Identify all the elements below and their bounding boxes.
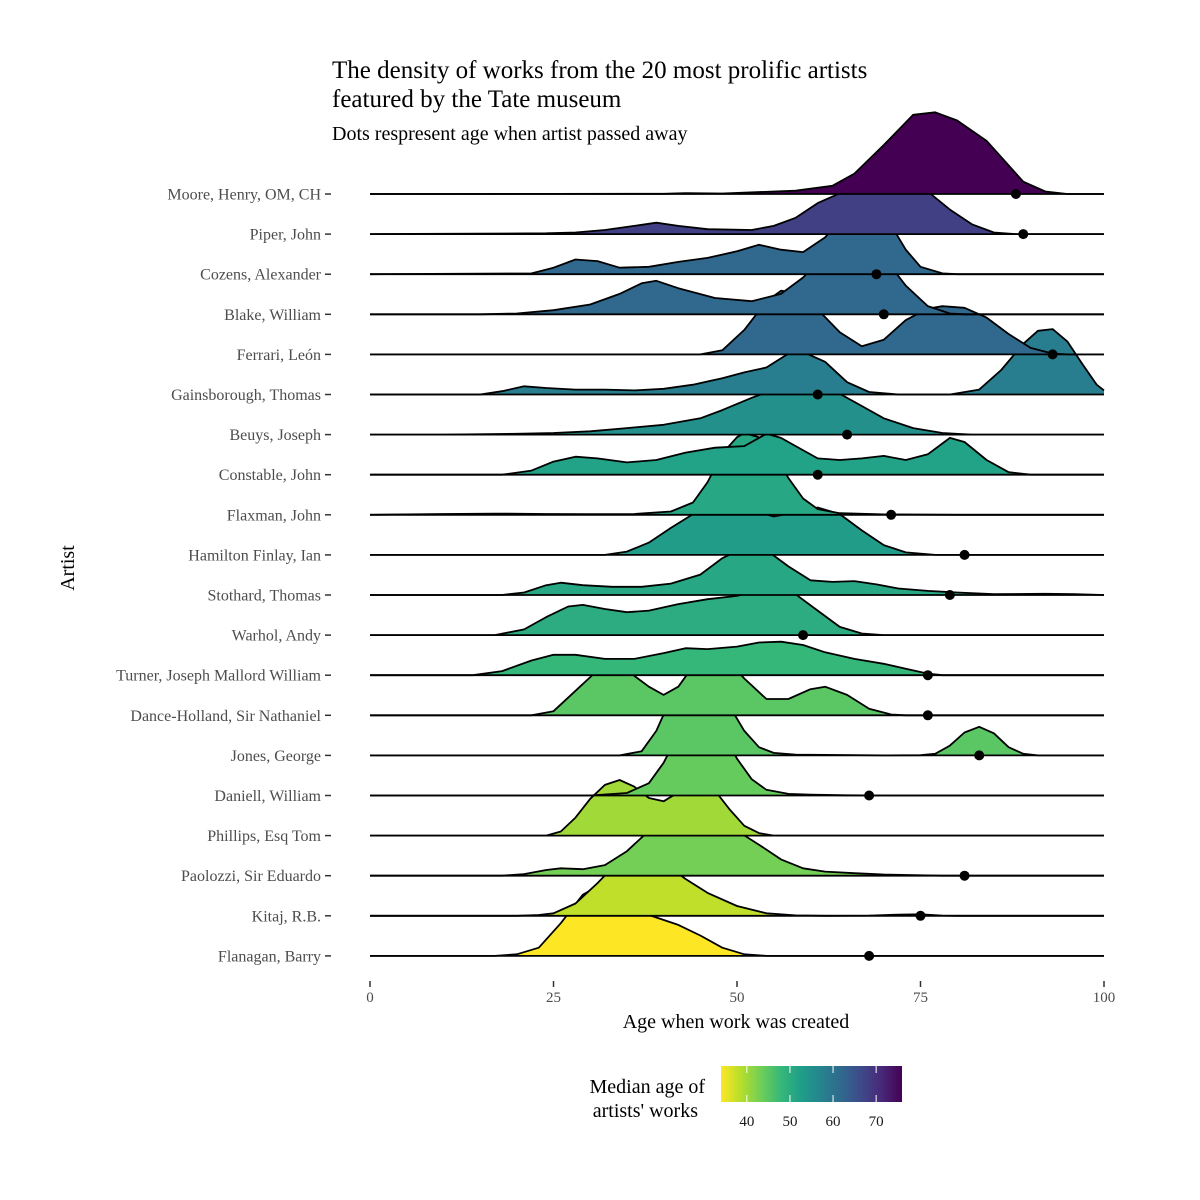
artist-label-8: Flaxman, John <box>227 507 321 524</box>
x-tick-label-3: 75 <box>913 990 928 1006</box>
artist-label-16: Phillips, Esq Tom <box>207 828 321 845</box>
artist-label-18: Kitaj, R.B. <box>252 908 321 925</box>
ridge-fill-17 <box>370 816 1104 876</box>
legend-tick-label-3: 70 <box>869 1114 884 1130</box>
x-tick-label-2: 50 <box>730 990 745 1006</box>
ridge-fill-16 <box>370 780 1104 836</box>
ridge-fill-1 <box>370 182 1104 235</box>
artist-label-0: Moore, Henry, OM, CH <box>167 187 321 204</box>
x-axis-title: Age when work was created <box>623 1011 850 1033</box>
legend-tick-label-1: 50 <box>782 1114 797 1130</box>
artist-label-12: Turner, Joseph Mallord William <box>116 668 321 685</box>
ridge-fill-2 <box>370 200 1104 275</box>
death-age-dot-8 <box>886 509 897 520</box>
ridge-fill-13 <box>370 651 1104 716</box>
death-age-dot-14 <box>974 750 985 761</box>
ridge-fill-9 <box>370 504 1104 555</box>
x-tick-label-0: 0 <box>366 990 374 1006</box>
ridge-fill-4 <box>370 290 1104 355</box>
artist-label-7: Constable, John <box>219 467 321 484</box>
artist-label-9: Hamilton Finlay, Ian <box>188 547 321 564</box>
ridge-line-7 <box>370 432 1104 476</box>
ridge-line-1 <box>369 181 1104 235</box>
artist-label-15: Daniell, William <box>214 788 321 805</box>
y-axis: Moore, Henry, OM, CH Piper, John Cozens, A… <box>116 187 331 965</box>
artist-label-11: Warhol, Andy <box>232 628 321 645</box>
legend-tick-label-2: 60 <box>826 1114 841 1130</box>
ridge-line-19 <box>370 885 1104 957</box>
death-age-dot-1 <box>1018 229 1029 240</box>
x-tick-label-4: 100 <box>1093 990 1116 1006</box>
death-age-dot-3 <box>878 309 889 320</box>
artist-label-14: Jones, George <box>231 748 321 765</box>
ridge-fill-10 <box>370 547 1104 595</box>
artist-label-3: Blake, William <box>224 307 321 324</box>
ridge-fill-0 <box>370 112 1104 194</box>
chart-subtitle: Dots respresent age when artist passed a… <box>332 123 687 145</box>
death-age-dot-0 <box>1010 189 1021 199</box>
y-axis-title: Artist <box>57 545 79 591</box>
ridge-line-3 <box>370 242 1104 316</box>
ridge-fill-19 <box>370 886 1104 956</box>
ridge-line-2 <box>369 199 1104 276</box>
death-age-dot-19 <box>864 950 875 961</box>
ridges-group <box>369 111 1105 961</box>
death-age-dot-18 <box>915 910 926 921</box>
death-age-dot-4 <box>1047 349 1058 360</box>
ridge-fill-14 <box>370 673 1104 756</box>
death-age-dot-15 <box>864 790 875 801</box>
color-legend: Median age of artists' works 40 50 60 70 <box>589 1066 902 1130</box>
artist-label-5: Gainsborough, Thomas <box>171 387 321 404</box>
ridge-fill-5 <box>370 329 1104 395</box>
artist-label-4: Ferrari, León <box>237 347 321 364</box>
death-age-dot-11 <box>798 630 809 641</box>
ridge-fill-6 <box>370 385 1104 435</box>
death-age-dot-7 <box>812 469 823 480</box>
death-age-dot-17 <box>959 870 970 881</box>
legend-title-line-1: Median age of <box>589 1076 705 1098</box>
artist-label-6: Beuys, Joseph <box>229 427 321 444</box>
legend-colorbar <box>721 1066 902 1102</box>
ridge-line-11 <box>370 588 1104 636</box>
artist-label-10: Stothard, Thomas <box>208 588 321 605</box>
ridge-fill-7 <box>370 433 1104 475</box>
ridge-fill-11 <box>370 589 1104 636</box>
x-tick-label-1: 25 <box>546 990 561 1006</box>
ridge-fill-15 <box>370 713 1104 796</box>
artist-label-19: Flanagan, Barry <box>218 948 321 965</box>
artist-label-1: Piper, John <box>250 227 321 244</box>
ridge-line-12 <box>370 640 1104 677</box>
legend-tick-label-0: 40 <box>739 1114 754 1130</box>
artist-label-2: Cozens, Alexander <box>200 267 322 284</box>
chart-title-line-1: The density of works from the 20 most pr… <box>332 57 867 84</box>
death-age-dot-5 <box>812 389 823 400</box>
legend-title-line-2: artists' works <box>593 1100 698 1122</box>
chart-title-line-2: featured by the Tate museum <box>332 86 622 113</box>
death-age-dot-2 <box>871 269 882 280</box>
legend-ticks: 40 50 60 70 <box>739 1066 884 1130</box>
x-axis: 0 25 50 75 100 <box>366 981 1115 1006</box>
death-age-dot-13 <box>922 710 933 721</box>
death-age-dot-9 <box>959 549 970 560</box>
artist-label-13: Dance-Holland, Sir Nathaniel <box>130 708 321 725</box>
death-age-dot-6 <box>842 429 853 440</box>
death-age-dot-10 <box>944 590 955 600</box>
artist-label-17: Paolozzi, Sir Eduardo <box>181 868 321 885</box>
ridge-fill-12 <box>370 641 1104 676</box>
ridge-line-18 <box>370 850 1104 917</box>
death-age-dot-12 <box>922 670 933 681</box>
ridge-line-4 <box>370 289 1104 356</box>
ridge-line-16 <box>370 779 1104 837</box>
